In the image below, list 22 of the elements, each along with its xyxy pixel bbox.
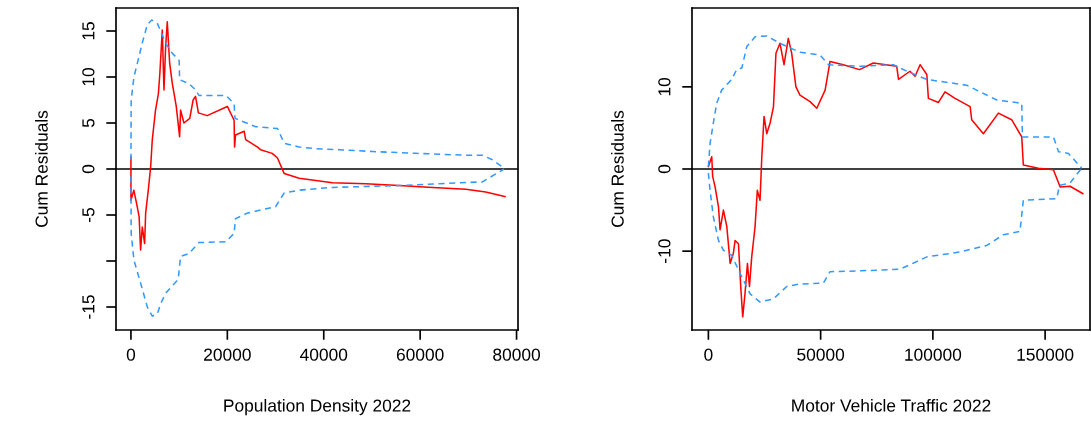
y-axis-title: Cum Residuals	[35, 110, 48, 227]
y-tick-label: 10	[82, 68, 95, 86]
y-tick-label: 5	[82, 118, 95, 128]
y-tick-label: -15	[82, 295, 95, 319]
x-tick-label: 150000	[1017, 348, 1074, 361]
x-tick-label: 60000	[396, 348, 444, 361]
y-tick-label: 0	[82, 164, 95, 174]
x-axis-title: Motor Vehicle Traffic 2022	[792, 398, 991, 412]
y-tick-label: -5	[82, 208, 95, 222]
x-tick-label: 0	[704, 348, 713, 361]
y-axis-title: Cum Residuals	[611, 110, 624, 227]
y-tick-label: 10	[658, 77, 671, 96]
x-tick-label: 20000	[204, 348, 251, 361]
y-tick-label: 15	[82, 22, 95, 40]
x-axis-title: Population Density 2022	[224, 398, 411, 416]
x-tick-label: 40000	[300, 348, 348, 361]
x-tick-label: 0	[126, 348, 136, 361]
x-tick-label: 80000	[493, 348, 541, 361]
x-tick-label: 100000	[905, 348, 962, 361]
y-tick-label: 0	[658, 164, 671, 174]
y-tick-label: -10	[658, 239, 671, 263]
x-tick-label: 50000	[797, 348, 845, 361]
